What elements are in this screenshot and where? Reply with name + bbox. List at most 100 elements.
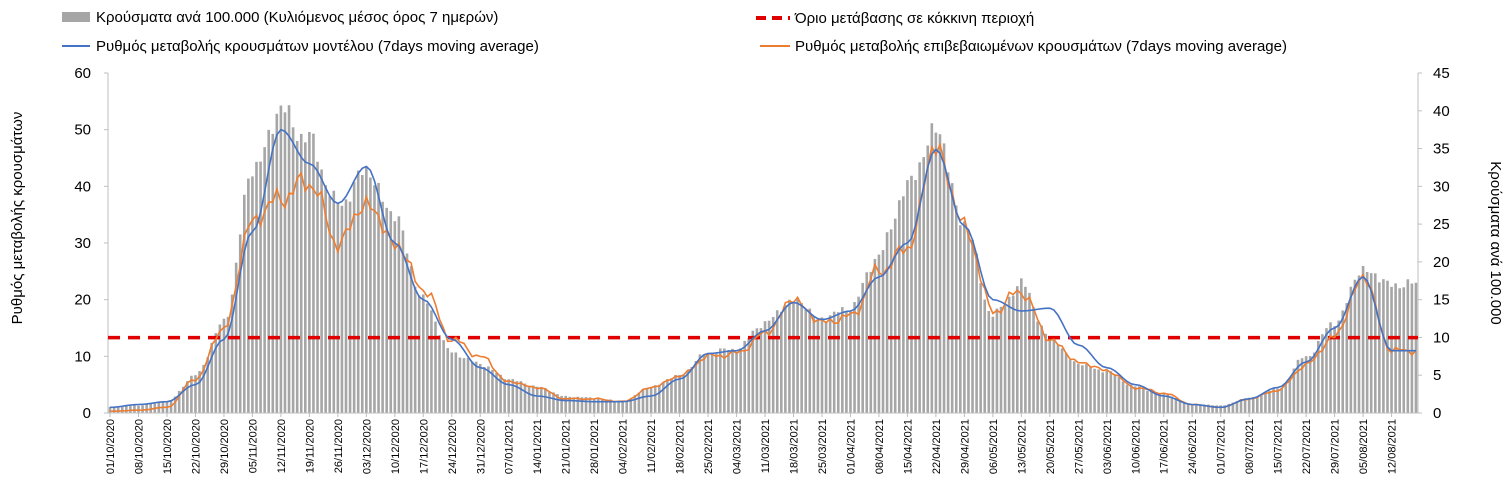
x-tick-label: 17/12/2020 — [418, 419, 430, 474]
bar — [470, 361, 474, 413]
x-tick-label: 25/02/2021 — [703, 419, 715, 474]
bar — [690, 367, 694, 413]
y-right-tick-label: 25 — [1433, 216, 1450, 233]
bar — [442, 340, 445, 413]
bar — [137, 405, 140, 413]
bar — [369, 177, 372, 413]
bar — [287, 105, 291, 413]
y-axis-right-title: Κρούσματα ανά 100.000 — [1487, 161, 1504, 324]
legend-threshold-label: Όριο μετάβασης σε κόκκινη περιοχή — [794, 10, 1034, 27]
y-right-tick-label: 20 — [1433, 254, 1450, 271]
bar — [499, 374, 502, 413]
bar — [674, 375, 677, 413]
bar — [580, 397, 584, 413]
bar — [413, 286, 417, 413]
bar — [1288, 377, 1292, 413]
bar — [991, 316, 995, 413]
bar — [1272, 388, 1275, 413]
bar — [332, 190, 336, 413]
bar — [1109, 371, 1113, 413]
bar — [942, 143, 946, 413]
bar — [487, 366, 490, 413]
y-left-tick-label: 10 — [74, 348, 91, 365]
bar — [283, 112, 287, 413]
bar — [222, 318, 226, 413]
bar — [340, 205, 344, 413]
x-tick-label: 28/01/2021 — [589, 419, 601, 474]
bar — [902, 196, 905, 413]
bar — [1410, 283, 1414, 413]
y-left-tick-label: 20 — [74, 292, 91, 309]
bar — [446, 348, 449, 413]
bar — [1085, 364, 1088, 413]
bar — [849, 311, 852, 413]
bar — [804, 309, 808, 413]
bar — [409, 266, 413, 413]
bar — [881, 250, 885, 413]
bar — [954, 205, 958, 413]
bar — [861, 282, 864, 413]
bar — [1373, 273, 1377, 413]
x-tick-label: 15/10/2020 — [162, 419, 174, 474]
bar — [202, 364, 205, 413]
bar — [214, 333, 218, 413]
bar — [316, 161, 319, 413]
bar — [181, 386, 185, 413]
y-axis-left-ticks: 0 10 20 30 40 50 60 — [74, 65, 108, 422]
bar — [771, 316, 775, 413]
bar — [564, 395, 567, 413]
bar — [434, 321, 437, 413]
bar — [682, 375, 685, 413]
bar — [1020, 278, 1023, 413]
bar — [718, 348, 722, 413]
x-tick-label: 26/11/2020 — [333, 419, 345, 473]
bar — [723, 348, 726, 413]
x-tick-label: 22/04/2021 — [931, 419, 943, 474]
bar — [780, 311, 783, 413]
bar — [1072, 361, 1076, 413]
bar — [454, 352, 458, 413]
bar — [1166, 394, 1170, 413]
bar — [1142, 387, 1145, 413]
bar — [584, 397, 588, 413]
bar — [1280, 388, 1284, 413]
bar — [495, 372, 498, 413]
bar — [824, 321, 828, 413]
bar — [1158, 393, 1161, 413]
bar — [259, 161, 262, 413]
bar — [1207, 404, 1210, 413]
bar — [1060, 348, 1064, 413]
bar — [198, 371, 201, 413]
legend-bars-swatch — [62, 12, 90, 22]
y-left-tick-label: 50 — [74, 122, 91, 139]
bar — [1231, 402, 1235, 413]
bar — [910, 175, 913, 413]
bar — [828, 315, 832, 413]
bar — [360, 175, 364, 413]
bar — [1117, 376, 1121, 413]
bar — [1337, 320, 1340, 413]
bar — [1138, 386, 1141, 413]
bar — [1081, 365, 1084, 413]
bar — [1378, 282, 1381, 413]
bar — [304, 142, 307, 413]
x-tick-label: 20/05/2021 — [1045, 419, 1057, 474]
bar — [173, 396, 177, 413]
bar — [1296, 359, 1300, 413]
bar — [995, 308, 999, 413]
bar — [1101, 372, 1104, 413]
bar — [605, 399, 608, 413]
bar — [1174, 397, 1178, 413]
bar — [511, 379, 515, 413]
bar — [832, 311, 836, 413]
bar — [552, 392, 555, 413]
bar — [1365, 271, 1369, 413]
bar — [1028, 292, 1031, 413]
bar — [971, 239, 974, 413]
y-right-tick-label: 10 — [1433, 329, 1450, 346]
bar — [1097, 369, 1100, 413]
x-tick-label: 25/03/2021 — [817, 419, 829, 474]
bar — [588, 397, 592, 413]
bar — [1076, 363, 1080, 413]
bar — [1235, 401, 1239, 413]
